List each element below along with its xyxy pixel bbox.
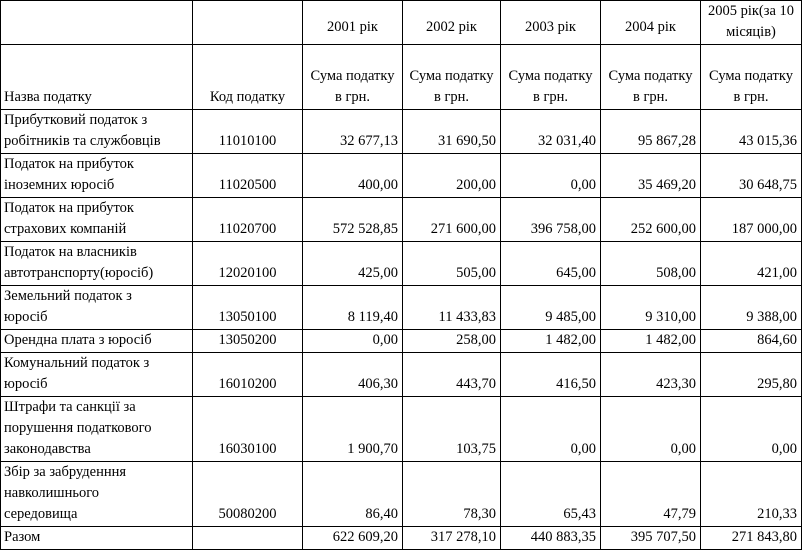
table-row: Земельний податок з юросіб 13050100 8 11… xyxy=(0,285,802,330)
tax-code-cell: 11020700 xyxy=(192,197,303,242)
table-row: Податок на власників автотранспорту(юрос… xyxy=(0,241,802,286)
tax-value-cell: 65,43 xyxy=(500,461,601,527)
tax-value-cell: 1 482,00 xyxy=(600,329,701,353)
tax-value-cell: 32 031,40 xyxy=(500,109,601,154)
tax-value-cell: 271 600,00 xyxy=(402,197,501,242)
tax-value-cell: 0,00 xyxy=(700,396,802,462)
tax-name-cell: Орендна плата з юросіб xyxy=(0,329,193,353)
tax-value-cell: 86,40 xyxy=(302,461,403,527)
tax-value-cell: 416,50 xyxy=(500,352,601,397)
tax-value-cell: 0,00 xyxy=(500,153,601,198)
amount-header-2003: Сума податку в грн. xyxy=(500,44,601,110)
tax-value-cell: 864,60 xyxy=(700,329,802,353)
tax-code-cell: 16010200 xyxy=(192,352,303,397)
tax-code-cell: 11020500 xyxy=(192,153,303,198)
table-row: Податок на прибуток іноземних юросіб 110… xyxy=(0,153,802,198)
amount-header-2002: Сума податку в грн. xyxy=(402,44,501,110)
tax-value-cell: 9 485,00 xyxy=(500,285,601,330)
tax-value-cell: 396 758,00 xyxy=(500,197,601,242)
total-value-cell: 622 609,20 xyxy=(302,526,403,550)
year-header-row: 2001 рік 2002 рік 2003 рік 2004 рік 2005… xyxy=(0,0,802,45)
tax-value-cell: 508,00 xyxy=(600,241,701,286)
tax-value-cell: 0,00 xyxy=(500,396,601,462)
tax-name-cell: Податок на прибуток страхових компаній xyxy=(0,197,193,242)
tax-value-cell: 295,80 xyxy=(700,352,802,397)
tax-value-cell: 200,00 xyxy=(402,153,501,198)
tax-name-cell: Збір за забруденння навколишнього середо… xyxy=(0,461,193,527)
tax-value-cell: 425,00 xyxy=(302,241,403,286)
table-row: Комунальний податок з юросіб 16010200 40… xyxy=(0,352,802,397)
tax-value-cell: 30 648,75 xyxy=(700,153,802,198)
empty-code-cell xyxy=(192,526,303,550)
tax-value-cell: 31 690,50 xyxy=(402,109,501,154)
tax-value-cell: 103,75 xyxy=(402,396,501,462)
amount-header-2004: Сума податку в грн. xyxy=(600,44,701,110)
total-value-cell: 395 707,50 xyxy=(600,526,701,550)
tax-name-cell: Земельний податок з юросіб xyxy=(0,285,193,330)
year-header-2004: 2004 рік xyxy=(600,0,701,45)
tax-value-cell: 0,00 xyxy=(600,396,701,462)
tax-code-cell: 50080200 xyxy=(192,461,303,527)
tax-value-cell: 0,00 xyxy=(302,329,403,353)
table-row: Податок на прибуток страхових компаній 1… xyxy=(0,197,802,242)
tax-value-cell: 1 482,00 xyxy=(500,329,601,353)
tax-value-cell: 187 000,00 xyxy=(700,197,802,242)
table-row: Орендна плата з юросіб 13050200 0,00 258… xyxy=(0,329,802,353)
empty-corner-cell xyxy=(0,0,193,45)
year-header-2001: 2001 рік xyxy=(302,0,403,45)
tax-value-cell: 421,00 xyxy=(700,241,802,286)
tax-value-cell: 443,70 xyxy=(402,352,501,397)
tax-value-cell: 9 388,00 xyxy=(700,285,802,330)
total-value-cell: 440 883,35 xyxy=(500,526,601,550)
total-row: Разом 622 609,20 317 278,10 440 883,35 3… xyxy=(0,526,802,550)
tax-value-cell: 572 528,85 xyxy=(302,197,403,242)
tax-value-cell: 78,30 xyxy=(402,461,501,527)
tax-code-cell: 13050100 xyxy=(192,285,303,330)
table-row: Штрафи та санкції за порушення податково… xyxy=(0,396,802,462)
tax-code-cell: 16030100 xyxy=(192,396,303,462)
tax-name-cell: Штрафи та санкції за порушення податково… xyxy=(0,396,193,462)
tax-value-cell: 258,00 xyxy=(402,329,501,353)
tax-value-cell: 400,00 xyxy=(302,153,403,198)
tax-name-header: Назва податку xyxy=(0,44,193,110)
tax-name-cell: Комунальний податок з юросіб xyxy=(0,352,193,397)
tax-value-cell: 43 015,36 xyxy=(700,109,802,154)
year-header-2005: 2005 рік(за 10 місяців) xyxy=(700,0,802,45)
tax-value-cell: 47,79 xyxy=(600,461,701,527)
tax-value-cell: 11 433,83 xyxy=(402,285,501,330)
column-header-row: Назва податку Код податку Сума податку в… xyxy=(0,44,802,110)
tax-value-cell: 406,30 xyxy=(302,352,403,397)
total-label: Разом xyxy=(0,526,193,550)
tax-value-cell: 1 900,70 xyxy=(302,396,403,462)
tax-code-cell: 13050200 xyxy=(192,329,303,353)
tax-value-cell: 252 600,00 xyxy=(600,197,701,242)
tax-value-cell: 8 119,40 xyxy=(302,285,403,330)
tax-value-cell: 35 469,20 xyxy=(600,153,701,198)
table-row: Збір за забруденння навколишнього середо… xyxy=(0,461,802,527)
tax-name-cell: Податок на прибуток іноземних юросіб xyxy=(0,153,193,198)
total-value-cell: 317 278,10 xyxy=(402,526,501,550)
table-row: Прибутковий податок з робітників та служ… xyxy=(0,109,802,154)
tax-value-cell: 423,30 xyxy=(600,352,701,397)
tax-value-cell: 505,00 xyxy=(402,241,501,286)
tax-name-cell: Прибутковий податок з робітників та служ… xyxy=(0,109,193,154)
total-value-cell: 271 843,80 xyxy=(700,526,802,550)
year-header-2003: 2003 рік xyxy=(500,0,601,45)
tax-value-cell: 32 677,13 xyxy=(302,109,403,154)
tax-value-cell: 9 310,00 xyxy=(600,285,701,330)
tax-value-cell: 645,00 xyxy=(500,241,601,286)
tax-name-cell: Податок на власників автотранспорту(юрос… xyxy=(0,241,193,286)
amount-header-2001: Сума податку в грн. xyxy=(302,44,403,110)
year-header-2002: 2002 рік xyxy=(402,0,501,45)
tax-value-cell: 95 867,28 xyxy=(600,109,701,154)
amount-header-2005: Сума податку в грн. xyxy=(700,44,802,110)
tax-value-cell: 210,33 xyxy=(700,461,802,527)
empty-corner-cell xyxy=(192,0,303,45)
tax-code-cell: 11010100 xyxy=(192,109,303,154)
tax-code-cell: 12020100 xyxy=(192,241,303,286)
tax-code-header: Код податку xyxy=(192,44,303,110)
